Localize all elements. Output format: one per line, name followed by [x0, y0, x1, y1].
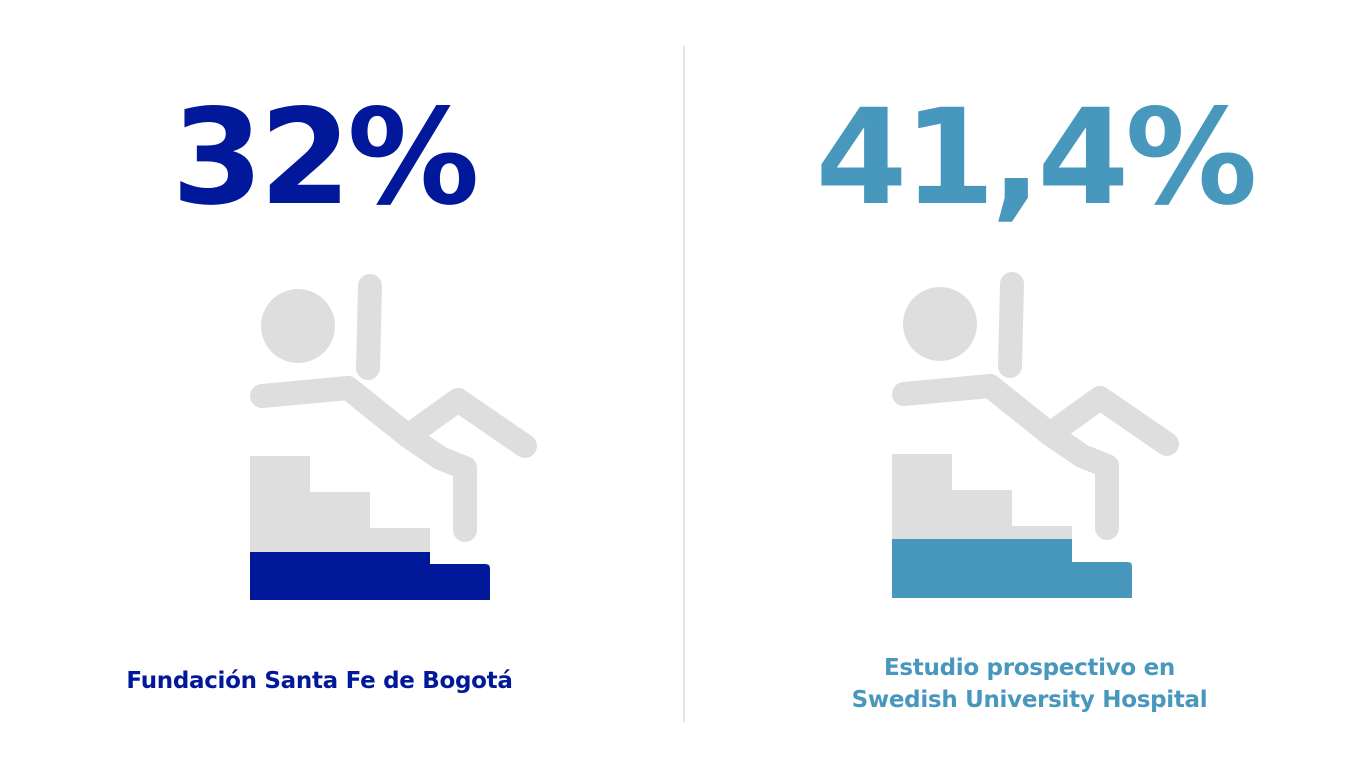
left-caption: Fundación Santa Fe de Bogotá: [0, 665, 661, 697]
person-falling-down-stairs-icon: [892, 272, 1179, 598]
stairs: [892, 454, 1132, 598]
person-falling-down-stairs-icon: [250, 274, 537, 600]
stairs-fill-level: [250, 552, 490, 600]
left-caption-line-1: Fundación Santa Fe de Bogotá: [126, 668, 513, 694]
falling-person-figure: [892, 272, 1179, 540]
right-stat-value: 41,4%: [815, 81, 1258, 235]
stairs: [250, 456, 490, 600]
falling-person-figure: [250, 274, 537, 542]
right-caption-line-2: Swedish University Hospital: [851, 687, 1208, 713]
left-stat-value: 32%: [171, 81, 480, 235]
right-caption: Estudio prospectivo en Swedish Universit…: [688, 652, 1367, 716]
left-stat-panel: 32% Fundación Santa Fe de Bogotá: [0, 0, 683, 768]
stairs-fill-level: [892, 539, 1132, 598]
right-stat-panel: 41,4% Estudio prospectivo en Swedish Uni…: [684, 0, 1367, 768]
right-caption-line-1: Estudio prospectivo en: [884, 655, 1175, 681]
center-divider: [683, 46, 685, 722]
